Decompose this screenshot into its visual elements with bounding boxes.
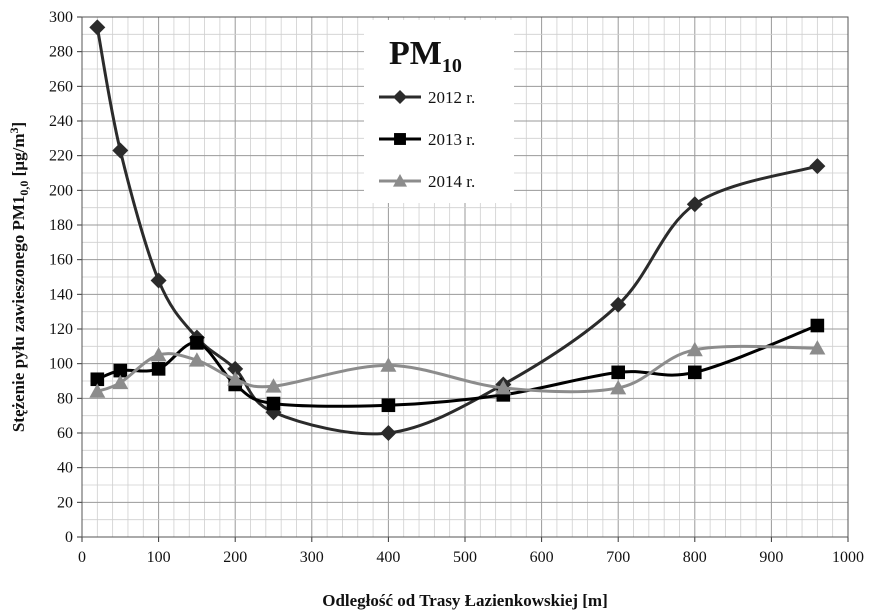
data-point-diamond bbox=[112, 142, 129, 159]
legend-items: 2012 r. 2013 r. 2014 r. bbox=[379, 88, 475, 191]
y-tick-label: 60 bbox=[57, 425, 73, 442]
series-line bbox=[95, 27, 818, 436]
y-axis-ticks: 0 20 40 60 80 100 120 140 160 180 200 220 240 260 280 3… bbox=[49, 9, 82, 546]
data-point-square bbox=[381, 398, 396, 413]
legend-label: 2012 r. bbox=[428, 88, 475, 107]
x-tick-label: 300 bbox=[300, 549, 324, 566]
data-point-triangle bbox=[188, 352, 205, 367]
y-tick-label: 280 bbox=[49, 44, 73, 61]
series-2013-r bbox=[90, 318, 825, 413]
data-point-diamond bbox=[227, 360, 244, 377]
y-tick-label: 240 bbox=[49, 113, 73, 130]
legend-label: 2013 r. bbox=[428, 130, 475, 149]
data-point-triangle bbox=[380, 357, 397, 372]
data-point-triangle bbox=[227, 371, 244, 386]
data-point-diamond bbox=[150, 272, 167, 289]
x-tick-label: 100 bbox=[147, 549, 171, 566]
legend-item: 2012 r. bbox=[379, 88, 475, 107]
x-tick-label: 200 bbox=[223, 549, 247, 566]
legend-box bbox=[364, 20, 514, 203]
legend-title: PM10 bbox=[389, 35, 462, 77]
plot-frame bbox=[81, 16, 849, 538]
legend: PM10 2012 r. 2013 r. 2014 r. bbox=[364, 20, 514, 203]
y-tick-label: 20 bbox=[57, 494, 73, 511]
y-tick-label: 220 bbox=[49, 148, 73, 165]
data-point-square bbox=[190, 336, 204, 350]
data-point-square bbox=[688, 365, 702, 380]
y-tick-label: 160 bbox=[49, 252, 73, 269]
y-tick-label: 200 bbox=[49, 182, 73, 199]
data-point-triangle bbox=[809, 340, 826, 355]
y-tick-label: 140 bbox=[49, 286, 73, 303]
data-point-triangle bbox=[112, 374, 129, 390]
data-point-diamond bbox=[809, 158, 826, 175]
data-point-triangle bbox=[89, 383, 106, 398]
data-point-triangle bbox=[610, 379, 627, 395]
x-tick-label: 500 bbox=[453, 549, 477, 566]
data-point-square bbox=[113, 363, 128, 378]
x-tick-label: 800 bbox=[683, 549, 707, 566]
y-tick-label: 100 bbox=[49, 356, 73, 373]
x-axis-ticks: 0 100 200 300 400 500 600 700 800 900 1000 bbox=[78, 537, 864, 566]
legend-item: 2014 r. bbox=[379, 172, 475, 191]
x-axis-title: Odległość od Trasy Łazienkowskiej [m] bbox=[322, 591, 608, 610]
data-point-diamond bbox=[89, 19, 106, 36]
data-point-diamond bbox=[686, 196, 703, 213]
series-2012-r bbox=[89, 19, 826, 441]
legend-item: 2013 r. bbox=[379, 130, 475, 149]
x-tick-label: 0 bbox=[78, 549, 86, 566]
data-point-diamond bbox=[610, 296, 627, 313]
data-point-triangle bbox=[495, 379, 512, 395]
y-tick-label: 0 bbox=[65, 529, 73, 546]
x-tick-label: 400 bbox=[376, 549, 400, 566]
data-point-triangle bbox=[265, 378, 282, 393]
legend-marker-diamond bbox=[393, 90, 407, 104]
series-2014-r bbox=[89, 340, 826, 398]
data-point-diamond bbox=[380, 425, 397, 441]
y-tick-label: 40 bbox=[57, 460, 73, 477]
y-tick-label: 260 bbox=[49, 78, 73, 95]
data-point-square bbox=[810, 318, 825, 333]
series-layer bbox=[89, 19, 826, 441]
y-tick-label: 80 bbox=[57, 390, 73, 407]
x-tick-label: 900 bbox=[759, 549, 783, 566]
y-axis-title: Stężenie pyłu zawieszonego PM10,0 [µg/m3… bbox=[7, 122, 31, 432]
data-point-square bbox=[151, 362, 166, 376]
x-tick-label: 700 bbox=[606, 549, 630, 566]
x-tick-label: 1000 bbox=[832, 549, 864, 566]
legend-marker-square bbox=[394, 133, 406, 145]
data-point-square bbox=[266, 396, 281, 411]
y-tick-label: 120 bbox=[49, 321, 73, 338]
data-point-square bbox=[90, 372, 105, 387]
legend-label: 2014 r. bbox=[428, 172, 475, 191]
data-point-triangle bbox=[150, 347, 167, 362]
x-tick-label: 600 bbox=[530, 549, 554, 566]
legend-marker-triangle bbox=[393, 174, 407, 187]
y-tick-label: 180 bbox=[49, 217, 73, 234]
data-point-triangle bbox=[686, 341, 703, 357]
data-point-square bbox=[611, 365, 625, 380]
y-tick-label: 300 bbox=[49, 9, 73, 26]
